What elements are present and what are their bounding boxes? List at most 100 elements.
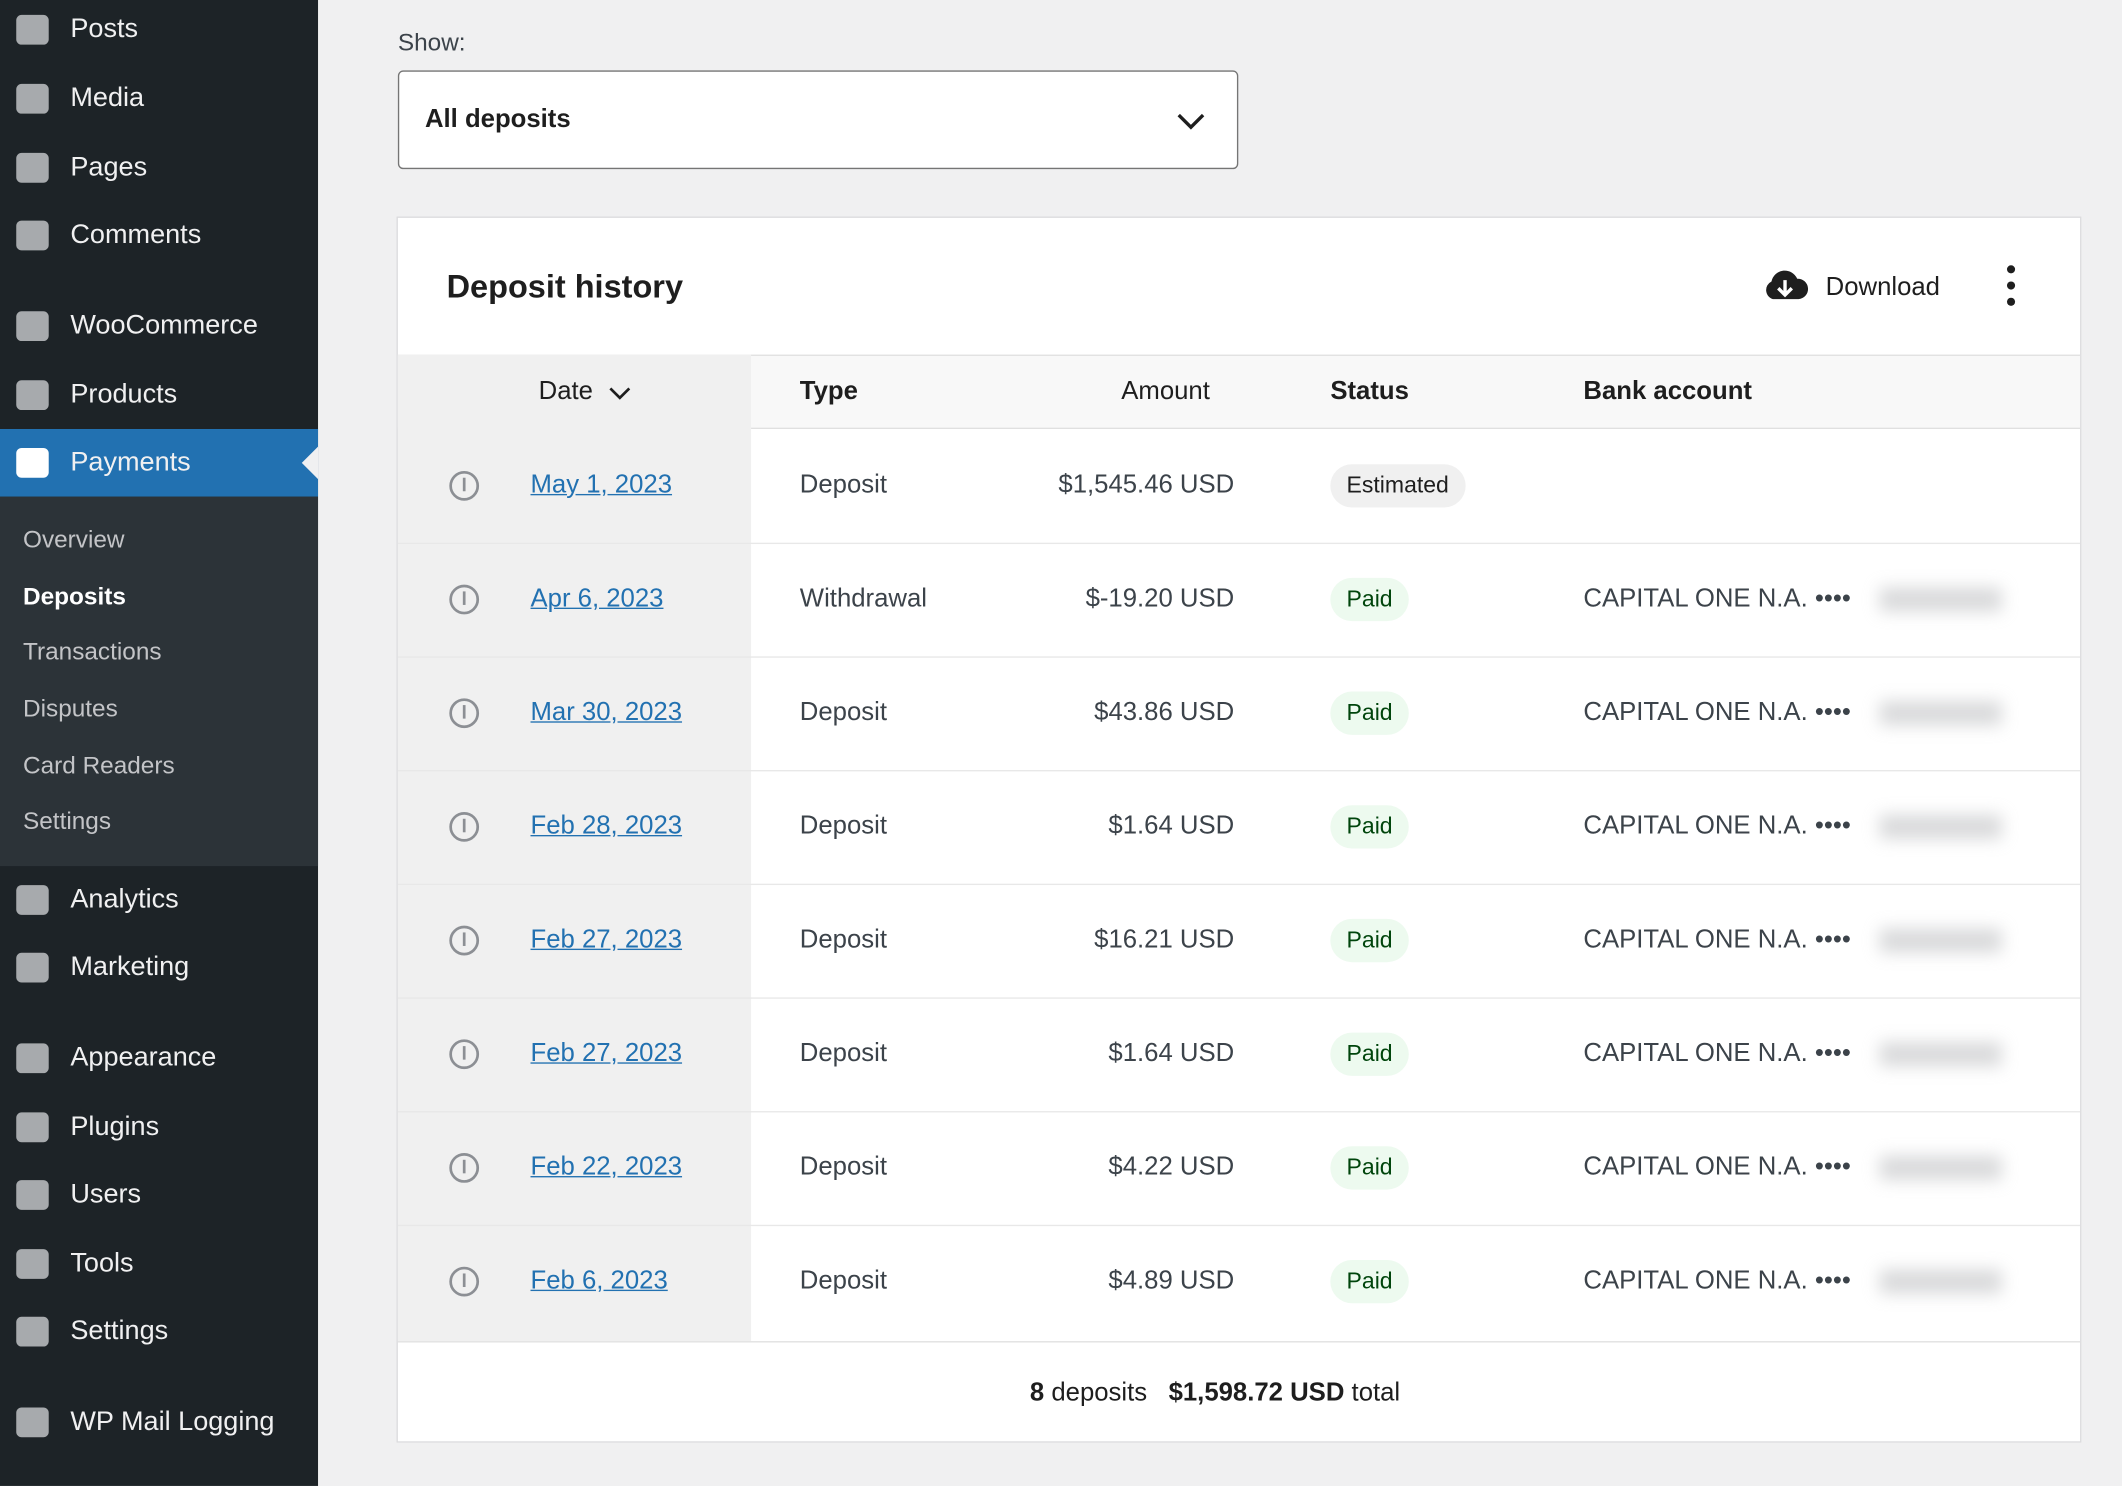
menu-item[interactable]: Settings xyxy=(70,1316,169,1346)
card-title: Deposit history xyxy=(446,269,684,306)
row-divider xyxy=(397,770,2081,772)
deposit-count-label: deposits xyxy=(1051,1379,1148,1408)
bank-cell: CAPITAL ONE N.A. •••• xyxy=(1583,1266,1851,1296)
amount-cell: $1.64 USD xyxy=(1108,1039,1235,1068)
menu-icon xyxy=(16,447,49,478)
date-link[interactable]: Feb 27, 2023 xyxy=(530,1039,683,1068)
active-arrow xyxy=(301,446,319,480)
type-cell: Deposit xyxy=(799,1039,887,1068)
menu-item[interactable]: Appearance xyxy=(70,1042,217,1073)
info-dot xyxy=(462,477,466,492)
menu-item[interactable]: Users xyxy=(70,1179,142,1210)
type-cell: Withdrawal xyxy=(799,584,928,614)
menu-item[interactable]: Pages xyxy=(70,152,148,183)
sort-indicator xyxy=(609,387,631,400)
info-dot xyxy=(462,1273,466,1288)
menu-icon xyxy=(16,83,49,114)
submenu-item[interactable]: Card Readers xyxy=(23,751,175,779)
column-header: Amount xyxy=(1121,377,1210,406)
menu-icon xyxy=(16,952,49,983)
row-divider xyxy=(397,542,2081,545)
row-divider xyxy=(397,997,2081,999)
date-link[interactable]: May 1, 2023 xyxy=(530,470,673,500)
date-link[interactable]: Feb 28, 2023 xyxy=(530,811,683,841)
submenu-item[interactable]: Deposits xyxy=(23,582,126,610)
status-pill: Estimated xyxy=(1330,464,1466,508)
row-divider xyxy=(397,656,2081,658)
redacted-account xyxy=(1879,928,2002,953)
redacted-account xyxy=(1879,1155,2002,1181)
info-icon xyxy=(449,1039,480,1070)
row-divider xyxy=(397,1224,2081,1227)
filter-select[interactable]: All deposits xyxy=(397,70,1239,170)
status-pill: Paid xyxy=(1330,805,1409,849)
column-header[interactable]: Date xyxy=(538,377,593,406)
menu-icon xyxy=(16,1407,49,1438)
submenu-item[interactable]: Transactions xyxy=(23,638,162,666)
status-pill: Paid xyxy=(1330,1146,1409,1190)
menu-item[interactable]: Payments xyxy=(70,447,191,478)
bank-cell: CAPITAL ONE N.A. •••• xyxy=(1583,1039,1851,1068)
menu-item[interactable]: Plugins xyxy=(70,1111,160,1142)
menu-item[interactable]: Marketing xyxy=(70,952,190,982)
info-icon xyxy=(449,925,480,956)
bank-cell: CAPITAL ONE N.A. •••• xyxy=(1583,925,1851,955)
date-link[interactable]: Feb 27, 2023 xyxy=(530,925,683,955)
redacted-account xyxy=(1879,1042,2002,1067)
menu-item[interactable]: Products xyxy=(70,379,178,410)
active-menu-bg xyxy=(0,429,319,497)
menu-item[interactable]: Posts xyxy=(70,14,139,44)
info-dot xyxy=(462,705,466,719)
date-link[interactable]: Apr 6, 2023 xyxy=(530,584,664,614)
info-dot xyxy=(462,818,466,833)
info-icon xyxy=(449,1153,480,1183)
info-icon xyxy=(449,1266,480,1297)
info-dot xyxy=(462,1046,466,1060)
status-pill: Paid xyxy=(1330,918,1409,963)
deposit-total-label: total xyxy=(1351,1379,1401,1408)
download-icon xyxy=(1766,270,1809,300)
menu-icon xyxy=(16,1316,49,1347)
info-icon xyxy=(449,811,480,842)
submenu-item[interactable]: Overview xyxy=(23,525,125,553)
menu-item[interactable]: Analytics xyxy=(70,884,179,915)
type-cell: Deposit xyxy=(799,811,887,841)
type-cell: Deposit xyxy=(799,1266,887,1296)
bank-cell: CAPITAL ONE N.A. •••• xyxy=(1583,1153,1851,1182)
redacted-account xyxy=(1879,587,2002,612)
submenu-item[interactable]: Disputes xyxy=(23,694,118,722)
deposit-total: $1,598.72 USD xyxy=(1168,1379,1345,1408)
amount-cell: $4.22 USD xyxy=(1108,1153,1235,1182)
table-body: Date Type Amount Status Bank account May 1, 2… xyxy=(397,218,2081,1341)
status-pill: Paid xyxy=(1330,1032,1409,1076)
menu-item[interactable]: WP Mail Logging xyxy=(70,1406,275,1437)
amount-cell: $1,545.46 USD xyxy=(1058,470,1235,500)
date-link[interactable]: Feb 6, 2023 xyxy=(530,1266,668,1296)
menu-item[interactable]: Comments xyxy=(70,219,202,250)
filter-value: All deposits xyxy=(424,105,571,134)
menu-item[interactable]: Tools xyxy=(70,1248,134,1279)
date-link[interactable]: Mar 30, 2023 xyxy=(530,698,683,727)
type-cell: Deposit xyxy=(799,698,887,727)
row-divider xyxy=(397,883,2081,886)
redacted-account xyxy=(1879,814,2002,840)
bank-cell: CAPITAL ONE N.A. •••• xyxy=(1583,584,1851,614)
download-label: Download xyxy=(1825,273,1940,302)
more-menu[interactable] xyxy=(1995,264,2027,310)
type-cell: Deposit xyxy=(799,470,887,500)
menu-item[interactable]: Media xyxy=(70,83,145,114)
menu-icon xyxy=(16,1043,49,1074)
menu-icon xyxy=(16,220,49,251)
menu-item[interactable]: WooCommerce xyxy=(70,310,258,341)
amount-cell: $1.64 USD xyxy=(1108,811,1235,841)
menu-icon xyxy=(16,14,49,45)
deposit-count: 8 xyxy=(1029,1379,1045,1408)
submenu-item[interactable]: Settings xyxy=(23,807,112,835)
status-pill: Paid xyxy=(1330,577,1409,622)
chevron xyxy=(1177,113,1205,130)
date-link[interactable]: Feb 22, 2023 xyxy=(530,1153,683,1182)
download-button[interactable]: Download xyxy=(1762,264,1951,313)
deposit-card: Deposit history Download Date Type Amount S… xyxy=(396,216,2082,1443)
status-pill: Paid xyxy=(1330,1259,1409,1304)
row-divider xyxy=(397,1111,2081,1113)
